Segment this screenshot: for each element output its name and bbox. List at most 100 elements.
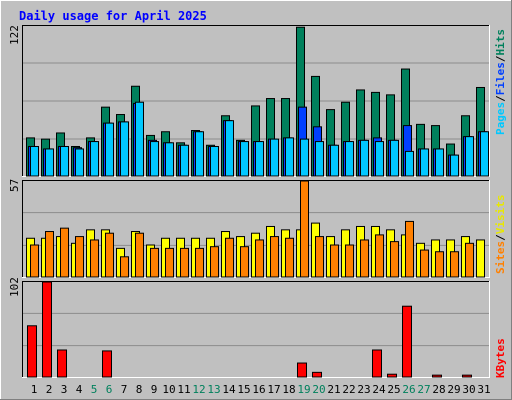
- day-label: 8: [136, 383, 143, 396]
- day-label: 30: [462, 383, 475, 396]
- kbytes-bar: [27, 325, 37, 378]
- day-label: 23: [357, 383, 370, 396]
- pages-bar: [375, 141, 384, 177]
- day-label: 25: [387, 383, 400, 396]
- top-legend: Pages/Files/Hits: [494, 29, 507, 135]
- bottom-ymax-label: 102: [8, 277, 21, 297]
- sites-bar: [465, 242, 474, 278]
- sites-bar: [450, 251, 459, 278]
- kbytes-bar: [297, 362, 307, 378]
- sites-bar: [210, 246, 219, 278]
- day-label: 17: [267, 383, 280, 396]
- sites-bar: [30, 244, 39, 278]
- day-label: 26: [402, 383, 415, 396]
- panel-area: [22, 281, 490, 378]
- day-label: 29: [447, 383, 460, 396]
- legend-kbytes: KBytes: [494, 338, 507, 378]
- sites-bar: [195, 247, 204, 278]
- sites-bar: [90, 239, 99, 278]
- kbytes-bar: [372, 349, 382, 378]
- sites-bar: [150, 247, 159, 278]
- pages-bar: [225, 120, 234, 177]
- sites-bar: [390, 241, 399, 278]
- sites-bar: [375, 234, 384, 278]
- pages-bar: [435, 148, 444, 177]
- day-label: 11: [177, 383, 190, 396]
- day-label: 12: [192, 383, 205, 396]
- sites-bar: [270, 236, 279, 278]
- day-label: 3: [61, 383, 68, 396]
- pages-bar: [345, 141, 354, 177]
- legend-sep-2: /: [494, 55, 507, 62]
- pages-bar: [240, 141, 249, 177]
- middle-ymax-label: 57: [8, 179, 21, 192]
- pages-bar: [60, 145, 69, 177]
- sites-bar: [75, 236, 84, 278]
- pages-bar: [465, 136, 474, 177]
- sites-bar: [315, 236, 324, 278]
- day-label: 31: [477, 383, 490, 396]
- pages-bar: [360, 139, 369, 177]
- visits-bar: [476, 239, 485, 278]
- legend-sep-3: /: [494, 234, 507, 241]
- pages-bar: [285, 137, 294, 177]
- day-label: 27: [417, 383, 430, 396]
- legend-sep-1: /: [494, 95, 507, 102]
- sites-bar: [420, 249, 429, 278]
- day-label: 4: [76, 383, 83, 396]
- kbytes-bar: [57, 349, 67, 378]
- day-label: 14: [222, 383, 236, 396]
- day-label: 5: [91, 383, 98, 396]
- kbytes-bar: [312, 371, 322, 378]
- day-label: 9: [151, 383, 158, 396]
- pages-bar: [210, 145, 219, 177]
- legend-hits: Hits: [494, 29, 507, 56]
- day-label: 28: [432, 383, 445, 396]
- day-label: 24: [372, 383, 386, 396]
- sites-bar: [360, 239, 369, 278]
- kbytes-bar: [102, 350, 112, 378]
- pages-bar: [30, 145, 39, 177]
- sites-bar: [165, 247, 174, 278]
- pages-bar: [480, 131, 489, 177]
- top-ymax-label: 122: [8, 25, 21, 45]
- pages-bar: [150, 141, 159, 177]
- middle-legend: Sites/Visits: [494, 195, 507, 275]
- sites-bar: [240, 246, 249, 278]
- day-label: 6: [106, 383, 113, 396]
- sites-bar: [405, 220, 414, 278]
- sites-bar: [105, 232, 114, 278]
- sites-bar: [135, 232, 144, 278]
- sites-bar: [330, 244, 339, 278]
- pages-bar: [105, 122, 114, 177]
- kbytes-bar: [462, 374, 472, 378]
- pages-bar: [315, 141, 324, 177]
- chart-title: Daily usage for April 2025: [19, 9, 207, 23]
- sites-bar: [345, 244, 354, 278]
- day-label: 16: [252, 383, 265, 396]
- bottom-legend: KBytes: [494, 338, 507, 378]
- sites-bar: [285, 237, 294, 278]
- pages-bar: [45, 148, 54, 177]
- day-label: 19: [297, 383, 310, 396]
- pages-bar: [195, 131, 204, 177]
- day-axis-labels: 1 2 3 4 5 6 7 8 9 10 11 12 13 14 15 16 17 18 19 20 21 22 23 24 2…: [31, 383, 491, 396]
- pages-bar: [165, 142, 174, 177]
- pages-bar: [450, 154, 459, 177]
- day-label: 7: [121, 383, 128, 396]
- day-label: 21: [327, 383, 340, 396]
- legend-visits: Visits: [494, 195, 507, 235]
- day-label: 20: [312, 383, 325, 396]
- sites-bar: [60, 227, 69, 278]
- pages-bar: [255, 141, 264, 177]
- sites-bar: [45, 231, 54, 278]
- pages-bar: [75, 148, 84, 177]
- kbytes-bar: [432, 374, 442, 378]
- pages-bar: [135, 101, 144, 177]
- kbytes-panel: [22, 281, 490, 378]
- visits-sites-panel: [22, 180, 490, 278]
- day-label: 1: [31, 383, 38, 396]
- kbytes-bar: [387, 373, 397, 378]
- pages-bar: [270, 138, 279, 177]
